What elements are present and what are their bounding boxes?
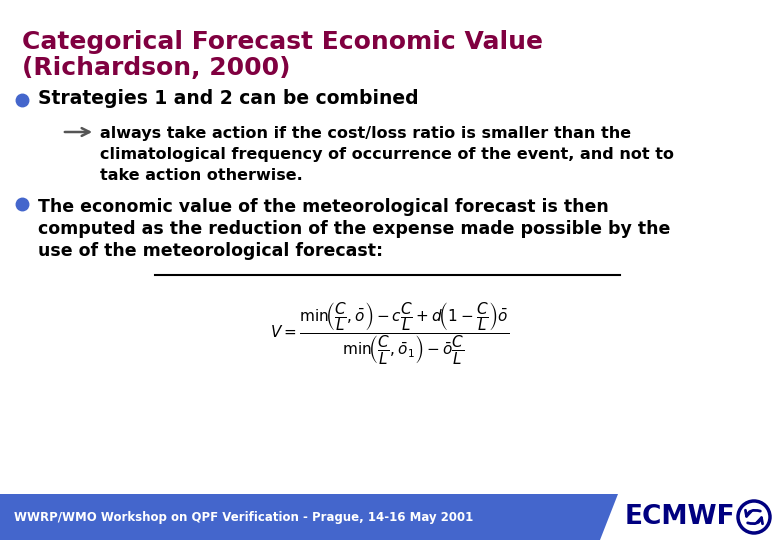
FancyArrowPatch shape	[65, 128, 90, 136]
Text: computed as the reduction of the expense made possible by the: computed as the reduction of the expense…	[38, 220, 670, 238]
Bar	[590, 494, 780, 540]
Text: ECMWF: ECMWF	[625, 504, 736, 530]
Text: always take action if the cost/loss ratio is smaller than the: always take action if the cost/loss rati…	[100, 126, 631, 141]
Polygon shape	[0, 494, 618, 540]
Text: (Richardson, 2000): (Richardson, 2000)	[22, 56, 290, 80]
Bar	[0, 494, 780, 540]
Text: Strategies 1 and 2 can be combined: Strategies 1 and 2 can be combined	[38, 90, 419, 109]
Text: $V = \dfrac{\mathrm{min}\!\left(\dfrac{C}{L},\bar{o}\right) - c\dfrac{C}{L} + d\: $V = \dfrac{\mathrm{min}\!\left(\dfrac{C…	[271, 300, 509, 367]
Text: The economic value of the meteorological forecast is then: The economic value of the meteorological…	[38, 198, 608, 216]
Text: Categorical Forecast Economic Value: Categorical Forecast Economic Value	[22, 30, 543, 54]
Text: WWRP/WMO Workshop on QPF Verification - Prague, 14-16 May 2001: WWRP/WMO Workshop on QPF Verification - …	[14, 510, 473, 523]
Text: climatological frequency of occurrence of the event, and not to: climatological frequency of occurrence o…	[100, 147, 674, 162]
Text: take action otherwise.: take action otherwise.	[100, 168, 303, 183]
Text: use of the meteorological forecast:: use of the meteorological forecast:	[38, 242, 383, 260]
